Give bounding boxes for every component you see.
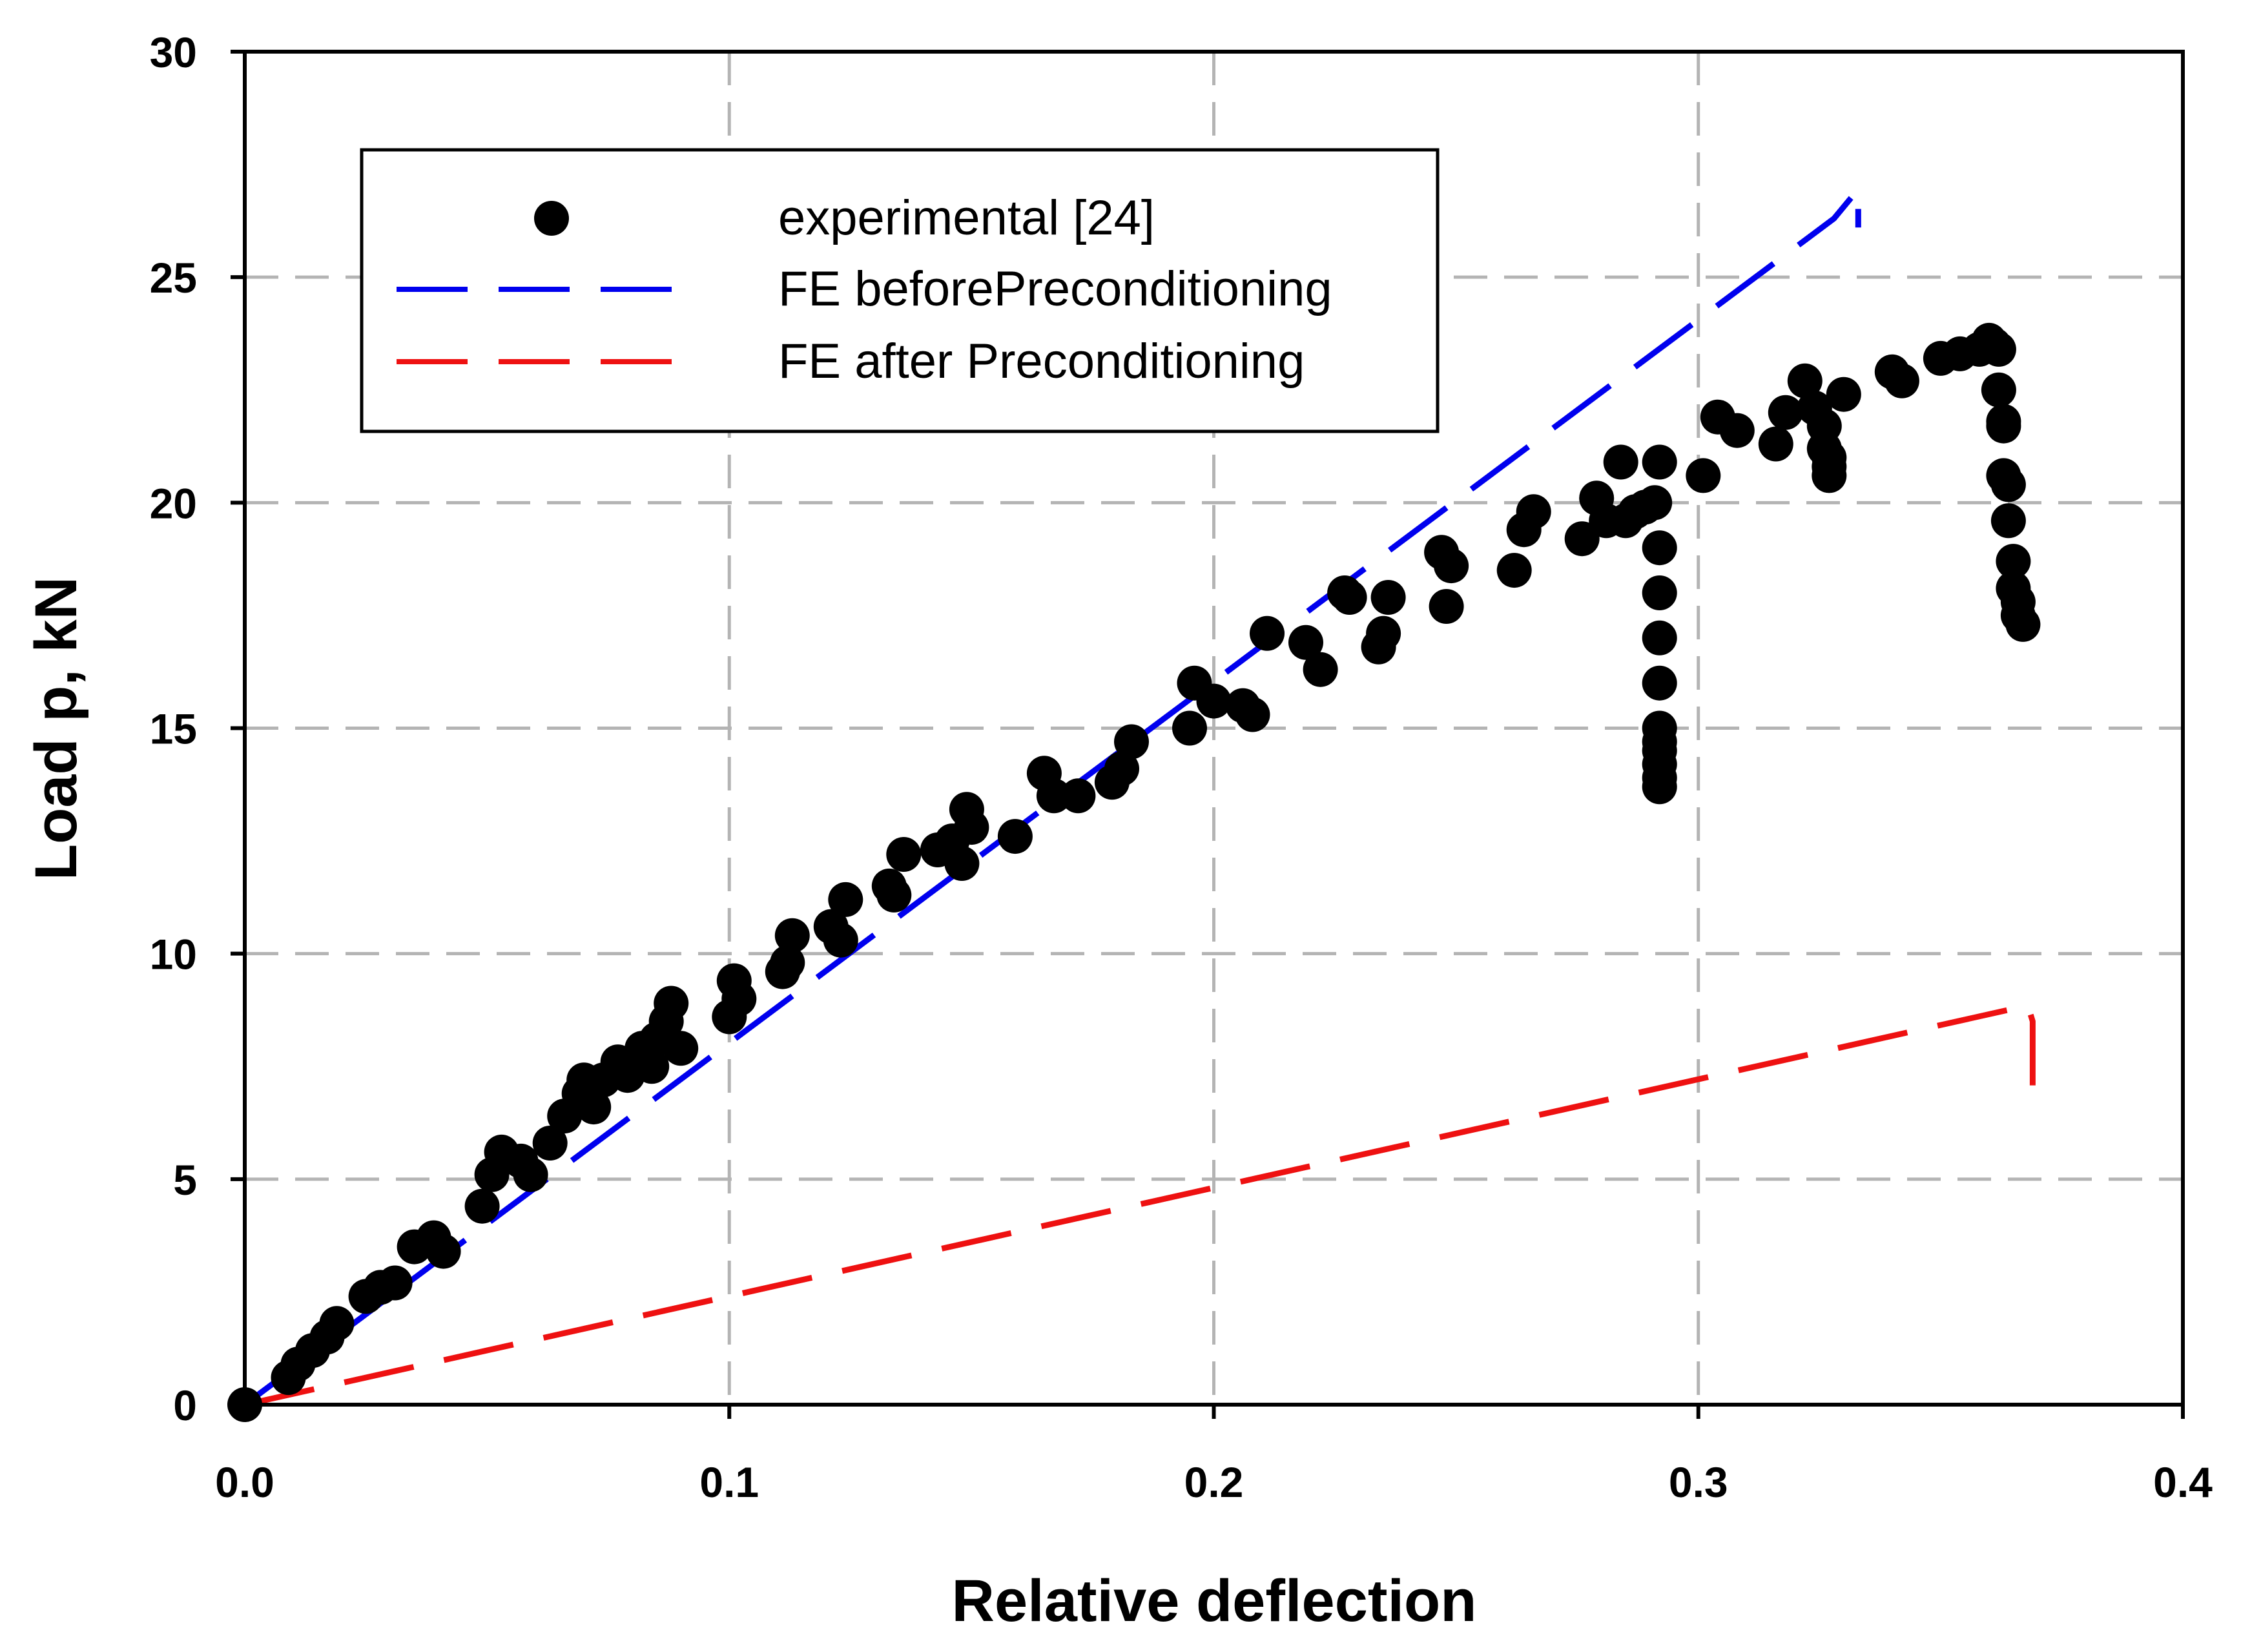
x-tick-label: 0.2 xyxy=(1184,1458,1244,1506)
legend: experimental [24] FE beforePreconditioni… xyxy=(360,148,1440,433)
data-point xyxy=(654,986,689,1021)
data-point xyxy=(1196,683,1232,719)
data-point xyxy=(1719,413,1755,448)
y-tick-label: 20 xyxy=(150,479,197,527)
data-point xyxy=(1637,485,1673,521)
data-point xyxy=(1990,503,2026,539)
data-point xyxy=(1370,580,1406,615)
data-point xyxy=(1496,553,1532,588)
data-point xyxy=(1288,625,1323,660)
data-point xyxy=(2005,606,2041,642)
data-point xyxy=(1172,710,1207,746)
axis-ticks xyxy=(231,50,2185,1419)
data-point xyxy=(1642,575,1677,610)
x-axis-title: Relative deflection xyxy=(952,1568,1477,1634)
data-point xyxy=(876,877,912,913)
data-point xyxy=(1990,467,2026,502)
data-point xyxy=(1768,395,1803,430)
data-point xyxy=(1603,444,1638,480)
data-point xyxy=(1884,363,1919,398)
x-tick-label: 0.3 xyxy=(1669,1458,1728,1506)
data-point xyxy=(944,846,980,881)
data-point xyxy=(1686,458,1721,493)
series-line-2 xyxy=(244,1002,2036,1408)
data-point xyxy=(663,1031,699,1066)
data-point xyxy=(1642,769,1677,805)
data-point xyxy=(1036,778,1071,814)
data-point xyxy=(1250,615,1285,651)
y-tick-label: 0 xyxy=(173,1381,197,1429)
y-tick-label: 30 xyxy=(150,28,197,76)
legend-marker-experimental xyxy=(534,201,569,236)
data-point xyxy=(1642,530,1677,566)
data-point xyxy=(1104,751,1139,787)
data-point xyxy=(1429,589,1464,624)
x-tick-label: 0.1 xyxy=(699,1458,759,1506)
data-point xyxy=(1787,363,1823,398)
data-point xyxy=(1332,580,1367,615)
legend-label-fe-after: FE after Preconditioning xyxy=(778,334,1305,389)
data-point xyxy=(1986,408,2021,444)
y-tick-label: 15 xyxy=(150,705,197,753)
data-point xyxy=(1758,426,1793,462)
data-point xyxy=(513,1157,548,1192)
data-point xyxy=(1826,377,1861,412)
data-point xyxy=(1235,697,1270,732)
data-point xyxy=(1516,494,1551,530)
data-point xyxy=(1981,331,2016,367)
data-point xyxy=(1996,544,2031,579)
data-point xyxy=(634,1049,670,1084)
data-point xyxy=(464,1188,500,1224)
legend-label-fe-before: FE beforePreconditioning xyxy=(778,262,1332,316)
data-point xyxy=(774,918,810,953)
data-point xyxy=(823,922,858,958)
data-point xyxy=(828,882,863,917)
data-point xyxy=(1981,372,2016,408)
legend-label-experimental: experimental [24] xyxy=(778,191,1155,245)
data-point xyxy=(1642,444,1677,480)
data-point xyxy=(319,1306,355,1341)
data-point xyxy=(1564,521,1600,557)
data-point xyxy=(1060,778,1096,814)
x-tick-label: 0.0 xyxy=(215,1458,274,1506)
y-tick-label: 5 xyxy=(173,1156,197,1204)
data-point xyxy=(770,945,805,980)
y-tick-label: 10 xyxy=(150,931,197,978)
data-point xyxy=(1114,724,1149,759)
data-point xyxy=(886,837,922,872)
axis-tick-labels: 0.0 0.1 0.2 0.3 0.4 0 5 10 15 20 25 30 xyxy=(150,28,2213,1506)
data-point xyxy=(1434,548,1469,584)
data-point xyxy=(1642,665,1677,701)
data-point xyxy=(1366,615,1401,651)
series-line-1 xyxy=(243,186,1861,1407)
data-point xyxy=(426,1234,461,1269)
y-axis-title: Load p, kN xyxy=(23,577,89,880)
data-point xyxy=(1303,652,1338,687)
data-point xyxy=(1812,458,1847,493)
data-point xyxy=(721,981,757,1017)
fe-lines xyxy=(243,186,2036,1408)
data-point xyxy=(954,810,989,845)
data-point xyxy=(997,819,1033,854)
data-point xyxy=(377,1265,413,1301)
data-point xyxy=(576,1089,612,1125)
data-point xyxy=(532,1126,568,1161)
data-point xyxy=(1642,620,1677,656)
y-tick-label: 25 xyxy=(150,254,197,302)
experimental-points xyxy=(227,322,2041,1422)
x-tick-label: 0.4 xyxy=(2153,1458,2213,1506)
